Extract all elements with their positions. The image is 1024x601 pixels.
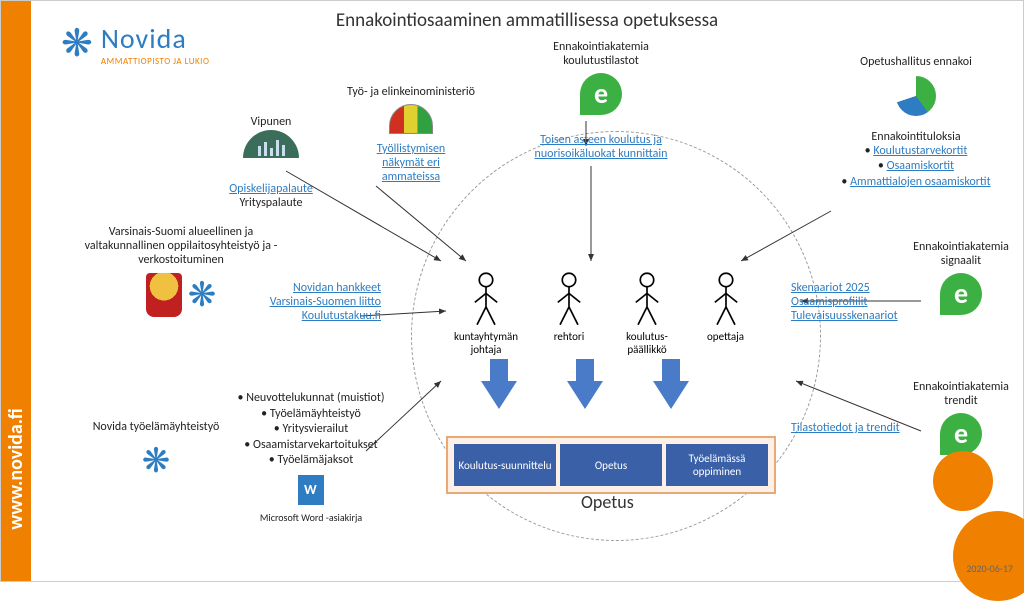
varsinais-link-2[interactable]: Varsinais-Suomen liitto [270,295,381,309]
node-vipunen: Vipunen Opiskelijapalaute Yrityspalaute [211,116,331,210]
person-1-label: kuntayhtymän johtaja [451,330,521,356]
vipunen-chart-icon [243,130,299,158]
signaalit-link-3[interactable]: Tulevaisuusskenaariot [791,309,898,323]
node-tyoelama: Novida työelämäyhteistyö ❋ [91,421,221,488]
node-oph: Opetushallitus ennakoi Ennakointituloksi… [821,56,1011,191]
tem-link-3[interactable]: ammateissa [382,170,440,184]
people-row: kuntayhtymän johtaja rehtori koulutus-pä… [451,271,744,356]
oph-label: Opetushallitus ennakoi [821,56,1011,70]
opetus-cell-1: Koulutus-suunnittelu [454,444,556,486]
opetus-label: Opetus [581,491,634,513]
person-1: kuntayhtymän johtaja [451,271,521,356]
logo-brand: Novida [101,21,210,56]
down-arrows [481,381,689,409]
tyoelama-b2: Työelämäyhteistyö [226,407,396,423]
stick-figure-icon [708,271,744,330]
trendit-link[interactable]: Tilastotiedot ja trendit [791,421,900,435]
word-doc-icon [298,475,324,505]
tyoelama-label: Novida työelämäyhteistyö [91,421,221,435]
tyoelama-b1: Neuvottelukunnat (muistiot) [226,391,396,407]
person-4: opettaja [707,271,744,356]
e-icon-3: e [940,413,982,455]
e-icon-2: e [940,273,982,315]
node-trendit: Ennakointiakatemia trendit e [901,381,1021,459]
logo-sub: AMMATTIOPISTO JA LUKIO [101,56,210,67]
signaalit-link-1[interactable]: Skenaariot 2025 [791,281,870,295]
ea-koulutus-link[interactable]: Toisen asteen koulutus ja nuorisoikäluok… [535,133,668,161]
node-tyoelama-details: Neuvottelukunnat (muistiot) Työelämäyhte… [226,391,396,524]
tem-link-2[interactable]: näkymät eri [382,156,440,170]
novida-tree-icon-2: ❋ [188,275,217,316]
oph-link-3[interactable]: Ammattialojen osaamiskortit [850,175,991,189]
novida-tree-icon: ❋ [61,21,93,67]
tyoelama-b5: Työelämäjaksot [226,453,396,469]
oph-globe-icon [894,74,938,118]
tyoelama-b4: Osaamistarvekartoitukset [226,438,396,454]
stick-figure-icon [551,271,587,330]
page-title: Ennakointiosaaminen ammatillisessa opetu… [336,9,718,32]
e-icon-1: e [580,73,622,115]
person-4-label: opettaja [707,330,744,343]
oph-link-2[interactable]: Osaamiskortit [887,159,954,173]
signaalit-label: Ennakointiakatemia signaalit [901,241,1021,269]
vipunen-text2: Yrityspalaute [211,196,331,210]
opetus-cell-3: Työelämässä oppiminen [666,444,768,486]
varsinais-label: Varsinais-Suomi alueellinen ja valtakunn… [71,226,291,267]
node-varsinais-links: Novidan hankkeet Varsinais-Suomen liitto… [231,281,381,323]
tem-link-1[interactable]: Työllistymisen [377,142,446,156]
varsinais-link-1[interactable]: Novidan hankkeet [293,281,381,295]
node-trendit-link: Tilastotiedot ja trendit [791,421,921,435]
ea-koulutus-label: Ennakointiakatemia koulutustilastot [516,41,686,69]
sidebar: www.novida.fi [1,1,31,581]
vipunen-link[interactable]: Opiskelijapalaute [229,182,313,196]
orange-circle-2 [933,451,993,511]
vipunen-label: Vipunen [211,116,331,130]
orange-circle-1 [953,511,1024,601]
person-3: koulutus-päällikkö [617,271,677,356]
trendit-label: Ennakointiakatemia trendit [901,381,1021,409]
sidebar-url: www.novida.fi [4,408,28,530]
person-3-label: koulutus-päällikkö [617,330,677,356]
oph-text: Ennakointituloksia [821,130,1011,144]
stick-figure-icon [629,271,665,330]
node-tem: Työ- ja elinkeinoministeriö Työllistymis… [331,86,491,184]
tem-label: Työ- ja elinkeinoministeriö [331,86,491,100]
logo-novida: ❋ Novida AMMATTIOPISTO JA LUKIO [61,21,209,67]
stick-figure-icon [468,271,504,330]
down-arrow-icon [567,381,603,409]
opetus-cell-2: Opetus [560,444,662,486]
novida-tree-icon-3: ❋ [142,441,171,482]
tyoelama-doc: Microsoft Word -asiakirja [226,511,396,524]
node-ea-koulutus: Ennakointiakatemia koulutustilastot e To… [516,41,686,161]
signaalit-link-2[interactable]: Osaamisprofiilit [791,295,867,309]
down-arrow-icon [653,381,689,409]
oph-link-1[interactable]: Koulutustarvekortit [873,144,967,158]
down-arrow-icon [481,381,517,409]
opetus-boxes: Koulutus-suunnittelu Opetus Työelämässä … [446,436,776,494]
person-2-label: rehtori [551,330,587,343]
tyoelama-b3: Yritysvierailut [226,422,396,438]
node-signaalit-links: Skenaariot 2025 Osaamisprofiilit Tulevai… [791,281,931,323]
person-2: rehtori [551,271,587,356]
varsinais-link-3[interactable]: Koulutustakuu.fi [302,309,381,323]
coat-of-arms-icon [146,273,182,317]
tem-gauge-icon [389,104,433,134]
date-stamp: 2020-06-17 [966,562,1013,575]
content-area: Ennakointiosaaminen ammatillisessa opetu… [31,1,1023,581]
